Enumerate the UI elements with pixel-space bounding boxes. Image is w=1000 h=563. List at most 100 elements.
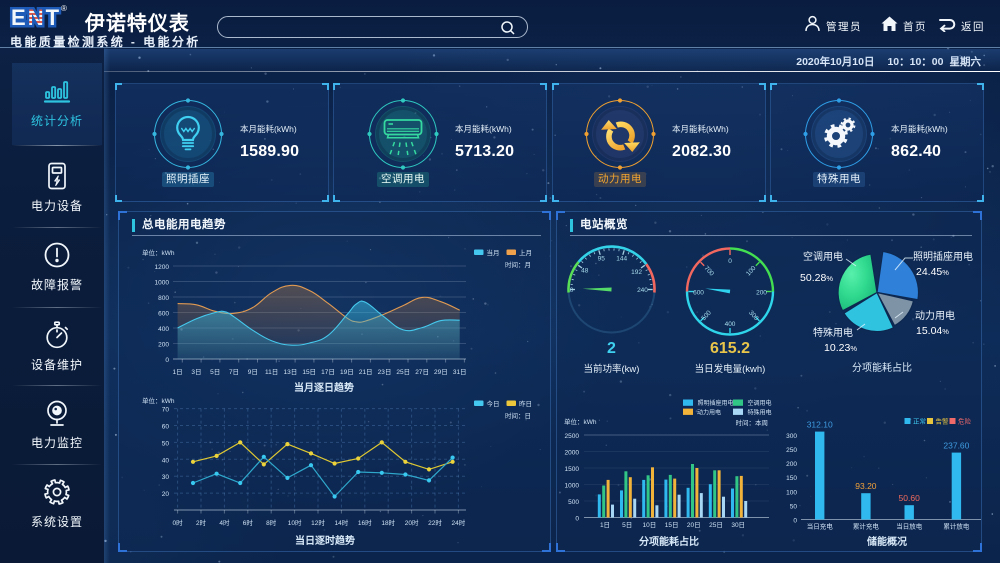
svg-text:237.60: 237.60 bbox=[943, 441, 969, 451]
svg-text:累计充电: 累计充电 bbox=[853, 522, 880, 531]
svg-text:10.23%: 10.23% bbox=[824, 342, 857, 354]
svg-text:当日充电: 当日充电 bbox=[807, 522, 834, 531]
svg-text:22时: 22时 bbox=[428, 518, 442, 527]
svg-text:50.60: 50.60 bbox=[899, 493, 921, 503]
svg-text:20: 20 bbox=[162, 491, 170, 498]
svg-text:30日: 30日 bbox=[731, 521, 745, 529]
svg-text:93.20: 93.20 bbox=[855, 481, 877, 491]
svg-text:储能概况: 储能概况 bbox=[866, 535, 907, 548]
svg-text:累计放电: 累计放电 bbox=[943, 522, 970, 531]
svg-text:150: 150 bbox=[786, 475, 797, 482]
svg-text:50: 50 bbox=[790, 503, 798, 510]
svg-text:1500: 1500 bbox=[565, 466, 580, 473]
svg-text:2500: 2500 bbox=[565, 433, 580, 440]
svg-text:0时: 0时 bbox=[173, 518, 184, 527]
svg-text:15日: 15日 bbox=[665, 521, 679, 529]
svg-text:100: 100 bbox=[786, 489, 797, 496]
svg-text:18时: 18时 bbox=[381, 518, 395, 527]
svg-text:5日: 5日 bbox=[622, 521, 632, 529]
svg-text:8时: 8时 bbox=[266, 518, 277, 527]
svg-text:27日: 27日 bbox=[415, 368, 429, 376]
svg-text:空调用电: 空调用电 bbox=[803, 250, 843, 263]
svg-text:3日: 3日 bbox=[191, 368, 201, 376]
svg-text:2: 2 bbox=[607, 340, 616, 357]
svg-text:100: 100 bbox=[745, 265, 758, 278]
svg-text:10时: 10时 bbox=[288, 518, 302, 527]
svg-text:0: 0 bbox=[570, 287, 574, 294]
svg-text:照明插座用电: 照明插座用电 bbox=[698, 399, 734, 407]
svg-text:今日: 今日 bbox=[487, 399, 500, 408]
svg-text:当前功率(kw): 当前功率(kw) bbox=[584, 363, 640, 375]
svg-text:正常: 正常 bbox=[913, 417, 926, 426]
svg-text:当日发电量(kwh): 当日发电量(kwh) bbox=[695, 363, 766, 375]
svg-text:200: 200 bbox=[158, 342, 169, 349]
svg-text:上月: 上月 bbox=[519, 248, 532, 257]
svg-text:48: 48 bbox=[581, 268, 589, 275]
svg-text:时间：月: 时间：月 bbox=[505, 260, 531, 269]
svg-text:25日: 25日 bbox=[709, 521, 723, 529]
svg-text:50: 50 bbox=[162, 440, 170, 447]
svg-text:10日: 10日 bbox=[643, 521, 657, 529]
svg-text:13日: 13日 bbox=[284, 368, 298, 376]
svg-text:50.28%: 50.28% bbox=[800, 272, 833, 284]
svg-text:1200: 1200 bbox=[155, 264, 170, 271]
svg-text:20日: 20日 bbox=[687, 521, 701, 529]
svg-text:分项能耗占比: 分项能耗占比 bbox=[852, 361, 912, 374]
svg-text:照明插座用电: 照明插座用电 bbox=[913, 250, 973, 263]
svg-text:时间：本周: 时间：本周 bbox=[736, 418, 769, 427]
svg-text:24.45%: 24.45% bbox=[916, 266, 949, 278]
svg-text:60: 60 bbox=[162, 424, 170, 431]
svg-text:2000: 2000 bbox=[565, 450, 580, 457]
svg-text:特殊用电: 特殊用电 bbox=[748, 409, 772, 417]
svg-text:312.10: 312.10 bbox=[807, 420, 833, 430]
svg-text:29日: 29日 bbox=[434, 368, 448, 376]
svg-text:0: 0 bbox=[575, 516, 579, 523]
svg-text:动力用电: 动力用电 bbox=[697, 409, 721, 417]
svg-text:400: 400 bbox=[158, 326, 169, 333]
svg-text:21日: 21日 bbox=[359, 368, 373, 376]
svg-text:昨日: 昨日 bbox=[519, 399, 532, 408]
svg-text:15.04%: 15.04% bbox=[916, 325, 949, 337]
svg-text:600: 600 bbox=[158, 311, 169, 318]
svg-text:144: 144 bbox=[616, 256, 627, 263]
svg-text:危险: 危险 bbox=[958, 417, 972, 426]
svg-text:700: 700 bbox=[703, 265, 716, 278]
svg-text:600: 600 bbox=[693, 290, 704, 297]
svg-text:1000: 1000 bbox=[565, 483, 580, 490]
svg-text:12时: 12时 bbox=[311, 518, 325, 527]
svg-text:单位：kWh: 单位：kWh bbox=[564, 417, 597, 426]
svg-text:14时: 14时 bbox=[335, 518, 349, 527]
svg-text:25日: 25日 bbox=[396, 368, 410, 376]
svg-text:单位：kWh: 单位：kWh bbox=[142, 396, 175, 405]
svg-text:当月: 当月 bbox=[487, 248, 500, 257]
svg-text:特殊用电: 特殊用电 bbox=[813, 326, 853, 339]
svg-text:500: 500 bbox=[700, 309, 713, 322]
svg-text:9日: 9日 bbox=[248, 368, 258, 376]
svg-text:800: 800 bbox=[158, 295, 169, 302]
svg-text:1日: 1日 bbox=[600, 521, 610, 529]
svg-text:4时: 4时 bbox=[219, 518, 230, 527]
svg-text:70: 70 bbox=[162, 407, 170, 414]
svg-text:20时: 20时 bbox=[405, 518, 419, 527]
svg-text:1日: 1日 bbox=[173, 368, 183, 376]
svg-text:2时: 2时 bbox=[196, 518, 207, 527]
svg-text:40: 40 bbox=[162, 457, 170, 464]
svg-text:30: 30 bbox=[162, 474, 170, 481]
svg-text:当日放电: 当日放电 bbox=[896, 522, 923, 531]
svg-text:0: 0 bbox=[728, 258, 732, 265]
svg-text:615.2: 615.2 bbox=[710, 340, 750, 357]
svg-text:0: 0 bbox=[793, 518, 797, 525]
svg-text:200: 200 bbox=[786, 461, 797, 468]
svg-text:7日: 7日 bbox=[229, 368, 239, 376]
svg-text:当月逐日趋势: 当月逐日趋势 bbox=[294, 381, 354, 394]
svg-text:5日: 5日 bbox=[210, 368, 220, 376]
svg-text:6时: 6时 bbox=[243, 518, 254, 527]
svg-text:250: 250 bbox=[786, 447, 797, 454]
svg-text:16时: 16时 bbox=[358, 518, 372, 527]
svg-text:23日: 23日 bbox=[378, 368, 392, 376]
svg-text:单位：kWh: 单位：kWh bbox=[142, 248, 175, 257]
svg-text:0: 0 bbox=[165, 357, 169, 364]
svg-text:192: 192 bbox=[631, 269, 642, 276]
svg-text:95: 95 bbox=[598, 256, 606, 263]
svg-text:告警: 告警 bbox=[936, 417, 950, 426]
